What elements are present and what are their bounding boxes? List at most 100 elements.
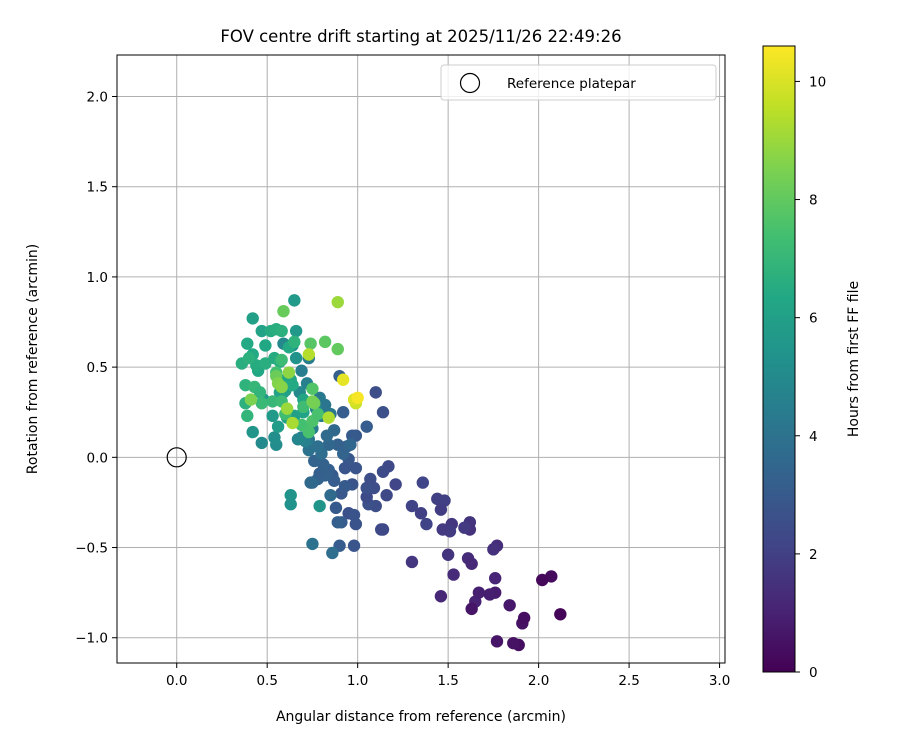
colorbar-tick-label: 0 bbox=[809, 665, 818, 681]
data-point bbox=[320, 429, 334, 442]
data-point bbox=[255, 436, 268, 450]
data-point bbox=[253, 386, 267, 399]
data-point bbox=[360, 420, 373, 433]
data-point bbox=[472, 586, 486, 599]
colorbar bbox=[762, 45, 796, 673]
data-point bbox=[447, 568, 460, 581]
data-point bbox=[275, 380, 288, 394]
data-point bbox=[284, 489, 297, 502]
data-point bbox=[306, 395, 319, 408]
legend: Reference platepar bbox=[440, 64, 717, 101]
data-point bbox=[255, 397, 268, 410]
data-point bbox=[405, 499, 419, 513]
data-point bbox=[302, 425, 316, 439]
data-point bbox=[304, 337, 317, 350]
colorbar-title: Hours from first FF file bbox=[846, 281, 862, 437]
data-point bbox=[329, 501, 343, 515]
y-tick-label: −1.0 bbox=[75, 631, 108, 647]
legend-label: Reference platepar bbox=[507, 76, 636, 92]
data-point bbox=[487, 543, 500, 556]
data-point bbox=[266, 395, 279, 408]
data-point bbox=[313, 467, 326, 480]
data-point bbox=[344, 438, 357, 451]
data-point bbox=[246, 312, 259, 325]
y-tick-label: 1.5 bbox=[87, 180, 108, 196]
data-point bbox=[338, 479, 352, 493]
data-point bbox=[338, 461, 352, 475]
data-point bbox=[326, 546, 339, 560]
colorbar-ticks: 0 2 4 6 8 10 bbox=[795, 74, 826, 681]
data-point bbox=[376, 523, 390, 536]
data-point bbox=[286, 378, 299, 392]
data-point bbox=[331, 342, 344, 356]
data-point bbox=[306, 537, 319, 551]
data-point bbox=[336, 373, 350, 386]
x-tick-label: 2.5 bbox=[618, 673, 639, 689]
data-point bbox=[306, 382, 319, 395]
data-point bbox=[275, 353, 288, 367]
data-point bbox=[242, 351, 256, 365]
legend-marker-icon bbox=[459, 72, 481, 94]
colorbar-tick-label: 2 bbox=[809, 547, 818, 563]
x-axis-title: Angular distance from reference (arcmin) bbox=[276, 709, 566, 725]
data-point bbox=[431, 492, 444, 506]
y-tick-label: 0.5 bbox=[87, 360, 108, 376]
data-point bbox=[322, 411, 335, 424]
data-point bbox=[324, 489, 337, 502]
data-point bbox=[259, 357, 272, 370]
x-tick-label: 1.5 bbox=[437, 673, 458, 689]
data-point bbox=[288, 294, 301, 307]
data-point bbox=[369, 386, 382, 399]
data-point bbox=[286, 416, 299, 430]
data-point bbox=[441, 548, 455, 561]
data-point bbox=[280, 402, 294, 415]
x-tick-label: 0.5 bbox=[256, 673, 277, 689]
x-axis-ticks: 0.0 0.5 1.0 1.5 2.0 2.5 3.0 bbox=[166, 663, 730, 689]
data-point bbox=[304, 476, 317, 489]
data-point bbox=[416, 476, 430, 489]
data-point bbox=[297, 400, 310, 414]
y-tick-label: 2.0 bbox=[87, 89, 108, 105]
data-point bbox=[364, 472, 377, 486]
data-point bbox=[313, 499, 326, 513]
data-point bbox=[318, 335, 332, 349]
data-point bbox=[488, 572, 502, 585]
x-tick-label: 2.0 bbox=[528, 673, 549, 689]
data-point bbox=[389, 478, 402, 491]
data-point bbox=[277, 304, 290, 318]
data-point bbox=[503, 599, 516, 612]
data-point bbox=[288, 335, 301, 349]
x-tick-label: 0.0 bbox=[166, 673, 187, 689]
data-point bbox=[266, 409, 279, 423]
data-point bbox=[458, 521, 471, 534]
data-point bbox=[360, 490, 373, 504]
data-point bbox=[311, 407, 325, 421]
data-point bbox=[331, 516, 344, 529]
data-point bbox=[331, 295, 344, 309]
data-point bbox=[436, 523, 449, 536]
data-point bbox=[284, 498, 297, 511]
data-point bbox=[295, 364, 308, 377]
data-point bbox=[536, 573, 549, 587]
data-point bbox=[490, 635, 504, 648]
y-tick-label: −0.5 bbox=[75, 541, 108, 557]
y-tick-label: 1.0 bbox=[87, 270, 108, 286]
data-point bbox=[465, 557, 478, 570]
data-point bbox=[291, 433, 305, 446]
data-point bbox=[336, 406, 350, 419]
data-point bbox=[244, 393, 258, 406]
data-point bbox=[347, 539, 361, 552]
y-tick-label: 0.0 bbox=[87, 450, 108, 466]
data-point bbox=[268, 431, 281, 444]
scatter-points bbox=[235, 294, 567, 652]
data-point bbox=[376, 465, 390, 478]
data-point bbox=[434, 590, 448, 603]
colorbar-tick-label: 10 bbox=[809, 74, 826, 90]
data-point bbox=[302, 348, 316, 361]
colorbar-tick-label: 6 bbox=[809, 311, 818, 327]
x-tick-label: 3.0 bbox=[709, 673, 730, 689]
data-point bbox=[349, 461, 363, 475]
y-axis-ticks: −1.0 −0.5 0.0 0.5 1.0 1.5 2.0 bbox=[75, 89, 117, 647]
data-point bbox=[483, 588, 496, 601]
